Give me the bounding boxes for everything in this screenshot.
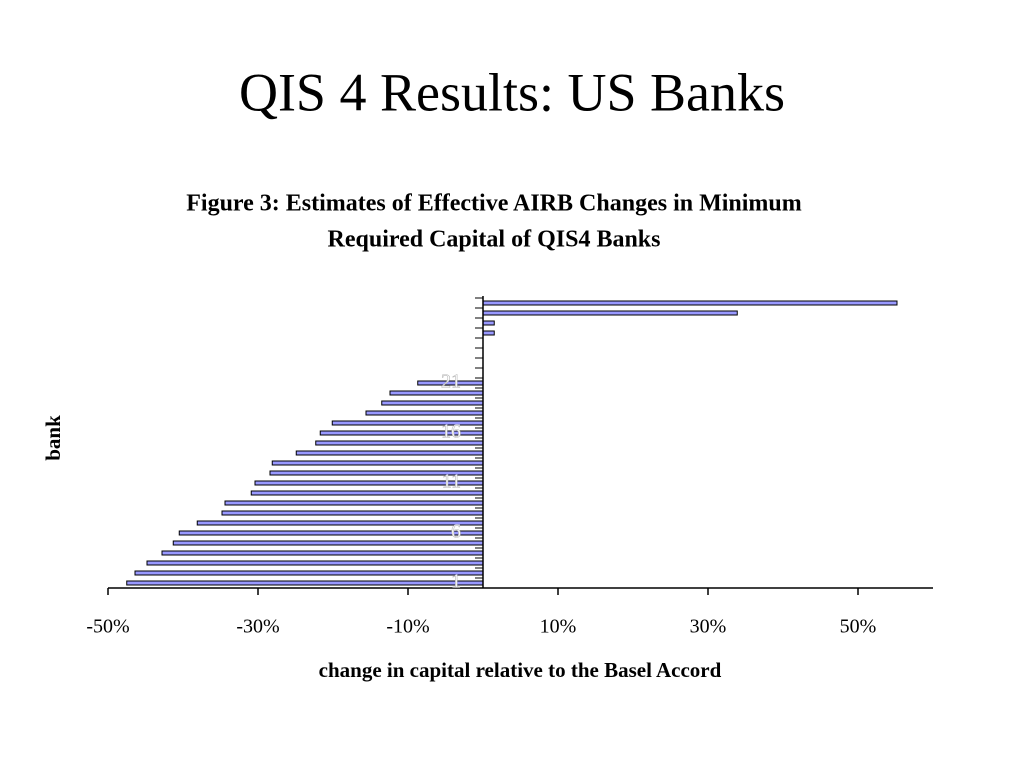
chart-title: Required Capital of QIS4 Banks [328,227,661,253]
bar [161,550,484,556]
bar [126,580,484,586]
bar [172,540,484,546]
bar [482,330,495,336]
y-tick-label: 6 [451,521,461,543]
x-tick-label: 10% [540,616,577,638]
bar [134,570,484,576]
x-axis-label: change in capital relative to the Basel … [319,658,722,682]
y-tick-label: 16 [441,421,461,443]
bar [271,460,484,466]
chart-title: Figure 3: Estimates of Effective AIRB Ch… [186,191,802,217]
bar [482,310,738,316]
x-tick-label: -30% [236,616,279,638]
bar [389,390,484,396]
slide-title: QIS 4 Results: US Banks [239,62,785,122]
x-tick-label: 30% [690,616,727,638]
y-axis-label: bank [41,415,65,461]
x-tick-label: -50% [86,616,129,638]
x-tick-label: 50% [840,616,877,638]
bar [221,510,484,516]
bar [295,450,484,456]
y-tick-label: 1 [451,571,461,593]
x-tick-label: -10% [386,616,429,638]
bar [178,530,484,536]
bar [146,560,484,566]
bar [224,500,484,506]
bar [196,520,484,526]
y-tick-label: 21 [441,371,461,393]
bar [482,320,495,326]
bar [482,300,898,306]
y-tick-label: 11 [442,471,461,493]
bar [381,400,484,406]
bar [365,410,484,416]
